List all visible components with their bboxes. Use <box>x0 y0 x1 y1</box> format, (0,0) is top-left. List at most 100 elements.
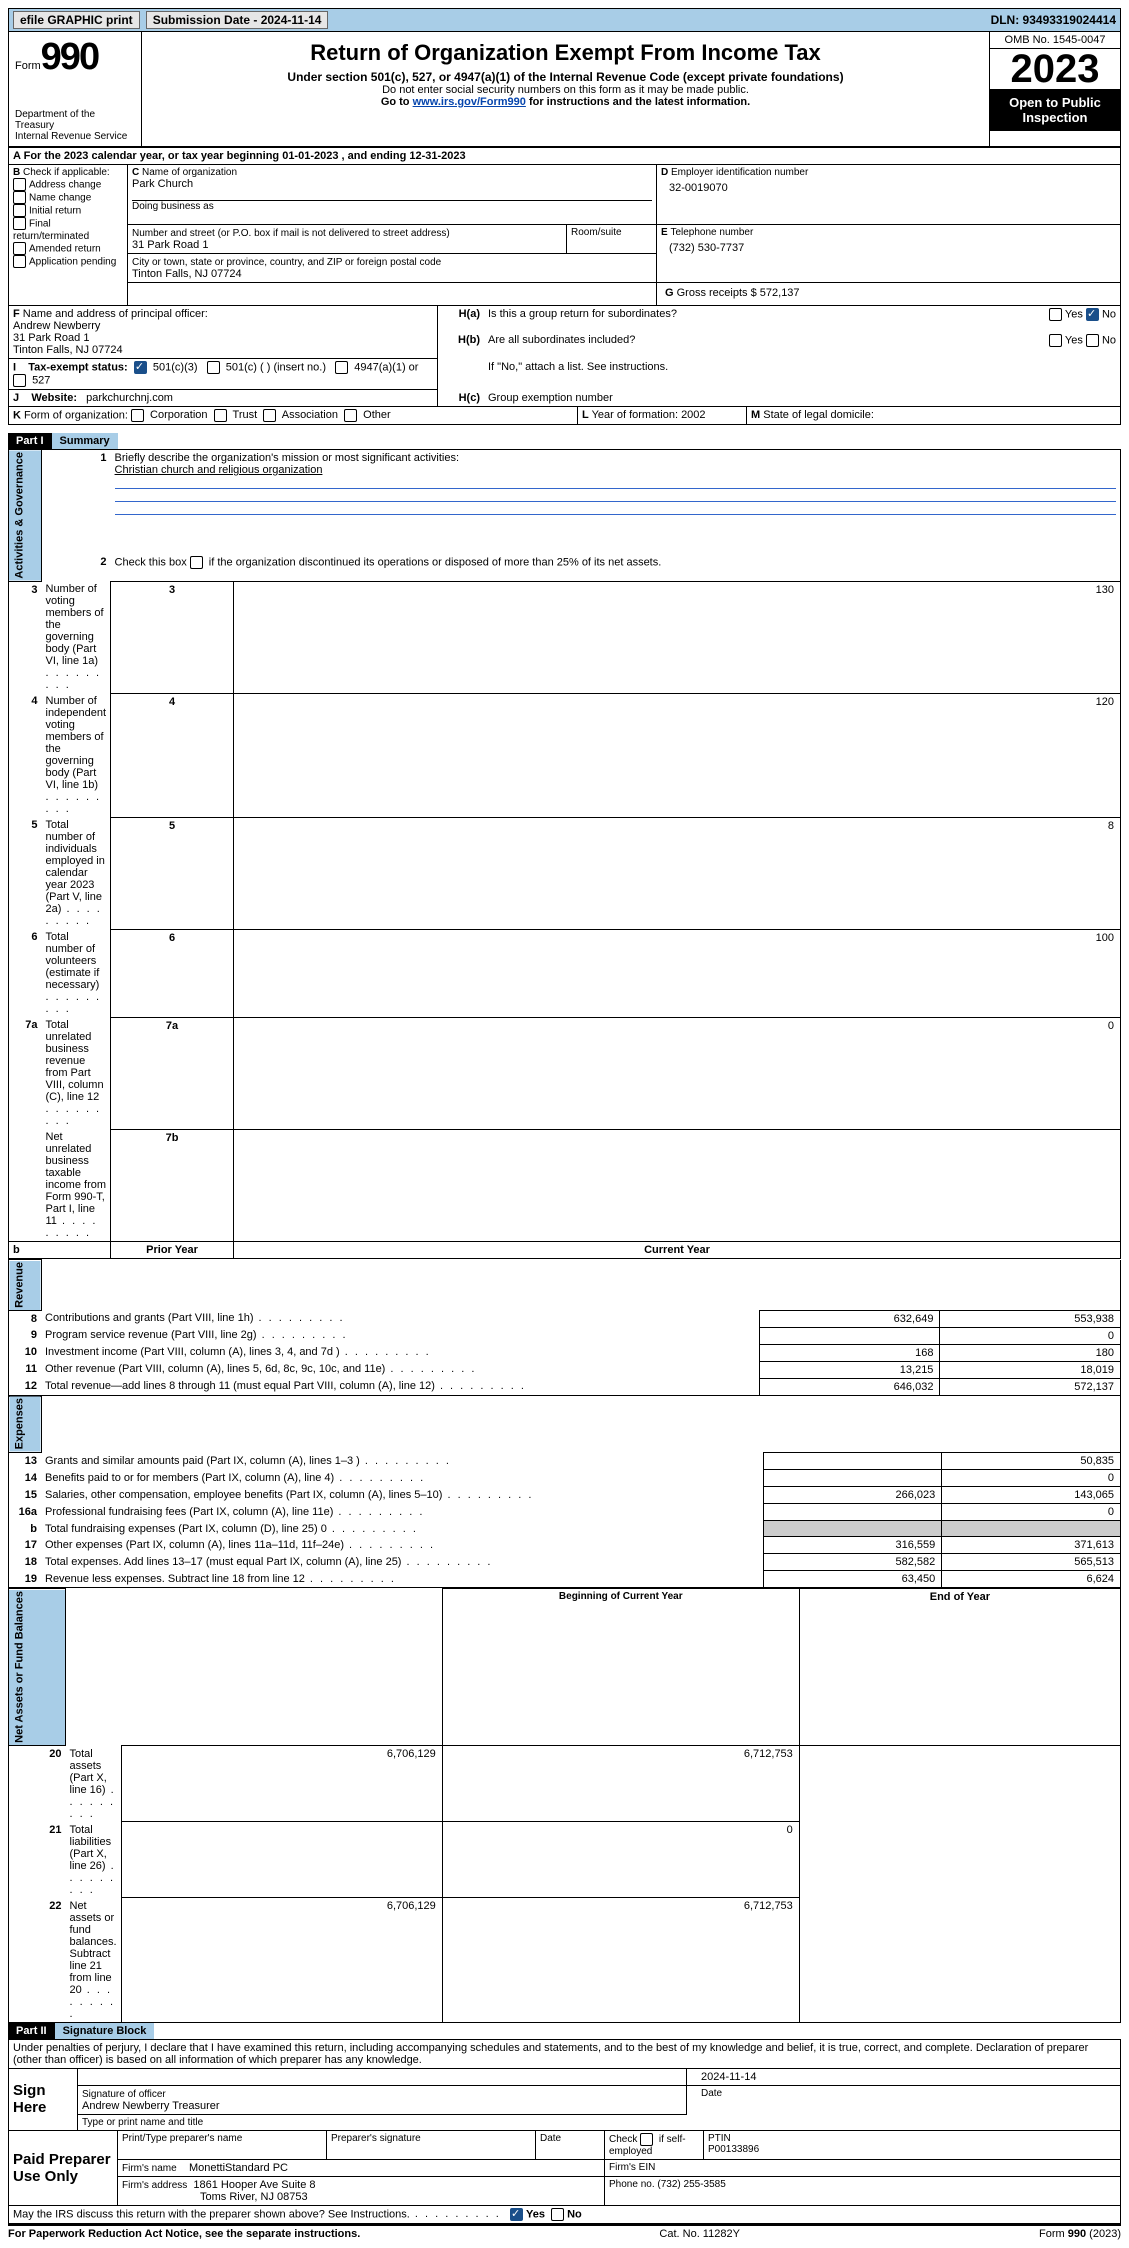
row-desc: Total fundraising expenses (Part IX, col… <box>41 1521 763 1537</box>
city-state-zip: Tinton Falls, NJ 07724 <box>132 268 242 280</box>
self-emp-checkbox[interactable] <box>640 2133 653 2146</box>
501c-checkbox[interactable] <box>207 361 220 374</box>
527-checkbox[interactable] <box>13 374 26 387</box>
row-desc: Total assets (Part X, line 16) <box>66 1746 122 1822</box>
row-desc: Contributions and grants (Part VIII, lin… <box>41 1310 759 1327</box>
firm-addr2: Toms River, NJ 08753 <box>122 2191 600 2203</box>
i-label: Tax-exempt status: <box>28 361 127 373</box>
yes-label: Yes <box>1065 308 1083 320</box>
discuss-yes: Yes <box>526 2208 545 2220</box>
firm-addr1: 1861 Hooper Ave Suite 8 <box>193 2179 315 2191</box>
g-label: Gross receipts $ <box>677 287 757 299</box>
dln-label: DLN: 93493319024414 <box>991 13 1116 27</box>
ptin-label: PTIN <box>708 2133 731 2144</box>
gov-desc: Total unrelated business revenue from Pa… <box>42 1017 111 1129</box>
current-val: 553,938 <box>940 1310 1121 1327</box>
gov-val: 100 <box>234 929 1121 1017</box>
gov-desc: Number of independent voting members of … <box>42 693 111 817</box>
officer-sig-name: Andrew Newberry Treasurer <box>82 2100 220 2112</box>
current-val: 180 <box>940 1344 1121 1361</box>
open-to-public: Open to Public Inspection <box>990 89 1120 131</box>
net-label: Net Assets or Fund Balances <box>9 1589 66 1746</box>
k-checkbox[interactable] <box>263 409 276 422</box>
hb-no-checkbox[interactable] <box>1086 334 1099 347</box>
row-desc: Net assets or fund balances. Subtract li… <box>66 1898 122 2023</box>
k-checkbox[interactable] <box>214 409 227 422</box>
l2-text: Check this box <box>115 556 190 568</box>
gov-desc: Total number of volunteers (estimate if … <box>42 929 111 1017</box>
officer-addr2: Tinton Falls, NJ 07724 <box>13 344 123 356</box>
cat-no: Cat. No. 11282Y <box>659 2228 740 2240</box>
discuss-yes-checkbox[interactable] <box>510 2208 523 2221</box>
b-item: Application pending <box>29 256 116 267</box>
b-checkbox[interactable] <box>13 191 26 204</box>
b-checkbox[interactable] <box>13 217 26 230</box>
mission: Christian church and religious organizat… <box>115 464 323 476</box>
eoy-hdr: End of Year <box>799 1589 1120 1746</box>
hb-yes-checkbox[interactable] <box>1049 334 1062 347</box>
k-checkbox[interactable] <box>131 409 144 422</box>
efile-print-button[interactable]: efile GRAPHIC print <box>13 11 140 29</box>
b-checkbox[interactable] <box>13 242 26 255</box>
telephone: (732) 530-7737 <box>661 238 1116 258</box>
gov-desc: Total number of individuals employed in … <box>42 817 111 929</box>
prior-val: 266,023 <box>763 1487 942 1504</box>
street-address: 31 Park Road 1 <box>132 239 208 251</box>
paid-preparer-label: Paid Preparer Use Only <box>9 2131 118 2206</box>
prior-val <box>121 1822 442 1898</box>
prior-val: 63,450 <box>763 1571 942 1588</box>
prior-val: 646,032 <box>759 1378 940 1395</box>
prior-val <box>759 1327 940 1344</box>
net-table: Net Assets or Fund Balances Beginning of… <box>8 1588 1121 2022</box>
footer: For Paperwork Reduction Act Notice, see … <box>8 2224 1121 2240</box>
current-val: 50,835 <box>942 1453 1121 1470</box>
sign-date: 2024-11-14 <box>701 2071 756 2083</box>
b-header: Check if applicable: <box>23 167 110 178</box>
prior-val: 168 <box>759 1344 940 1361</box>
expense-table: Expenses 13Grants and similar amounts pa… <box>8 1396 1121 1588</box>
submission-date-button[interactable]: Submission Date - 2024-11-14 <box>146 11 329 29</box>
gov-val: 0 <box>234 1017 1121 1129</box>
no-label2: No <box>1102 335 1116 347</box>
org-name: Park Church <box>132 178 652 190</box>
part1-table: Activities & Governance 1 Briefly descri… <box>8 449 1121 1259</box>
top-bar: efile GRAPHIC print Submission Date - 20… <box>8 8 1121 32</box>
ha-no-checkbox[interactable] <box>1086 308 1099 321</box>
hb-note: If "No," attach a list. See instructions… <box>484 359 1121 390</box>
current-val: 371,613 <box>942 1537 1121 1554</box>
pname-label: Print/Type preparer's name <box>118 2131 327 2160</box>
4947-checkbox[interactable] <box>335 361 348 374</box>
opt-501c3: 501(c)(3) <box>153 361 198 373</box>
date-label: Date <box>697 2085 1121 2114</box>
city-label: City or town, state or province, country… <box>132 257 441 268</box>
prior-val: 316,559 <box>763 1537 942 1554</box>
l2-checkbox[interactable] <box>190 556 203 569</box>
discuss-text: May the IRS discuss this return with the… <box>13 2208 410 2220</box>
current-val: 6,712,753 <box>442 1746 799 1822</box>
501c3-checkbox[interactable] <box>134 361 147 374</box>
row-desc: Grants and similar amounts paid (Part IX… <box>41 1453 763 1470</box>
year-formation: 2002 <box>681 409 705 421</box>
row-desc: Total revenue—add lines 8 through 11 (mu… <box>41 1378 759 1395</box>
b-checkbox[interactable] <box>13 204 26 217</box>
opt-4947: 4947(a)(1) or <box>354 361 418 373</box>
irs-link[interactable]: www.irs.gov/Form990 <box>413 96 526 108</box>
part2-header-row: Part IISignature Block <box>8 2023 1121 2039</box>
subtitle-2: Do not enter social security numbers on … <box>148 84 983 96</box>
current-val <box>942 1521 1121 1537</box>
current-year-hdr: Current Year <box>234 1242 1121 1259</box>
exp-label: Expenses <box>9 1396 42 1452</box>
b-checkbox[interactable] <box>13 178 26 191</box>
current-val: 6,712,753 <box>442 1898 799 2023</box>
m-label: State of legal domicile: <box>763 409 874 421</box>
current-val: 565,513 <box>942 1554 1121 1571</box>
l1-label: Briefly describe the organization's miss… <box>115 452 459 464</box>
no-label: No <box>1102 308 1116 320</box>
ha-yes-checkbox[interactable] <box>1049 308 1062 321</box>
psig-label: Preparer's signature <box>327 2131 536 2160</box>
current-val: 18,019 <box>940 1361 1121 1378</box>
discuss-no-checkbox[interactable] <box>551 2208 564 2221</box>
k-checkbox[interactable] <box>344 409 357 422</box>
b-checkbox[interactable] <box>13 255 26 268</box>
c-label: Name of organization <box>142 167 237 178</box>
